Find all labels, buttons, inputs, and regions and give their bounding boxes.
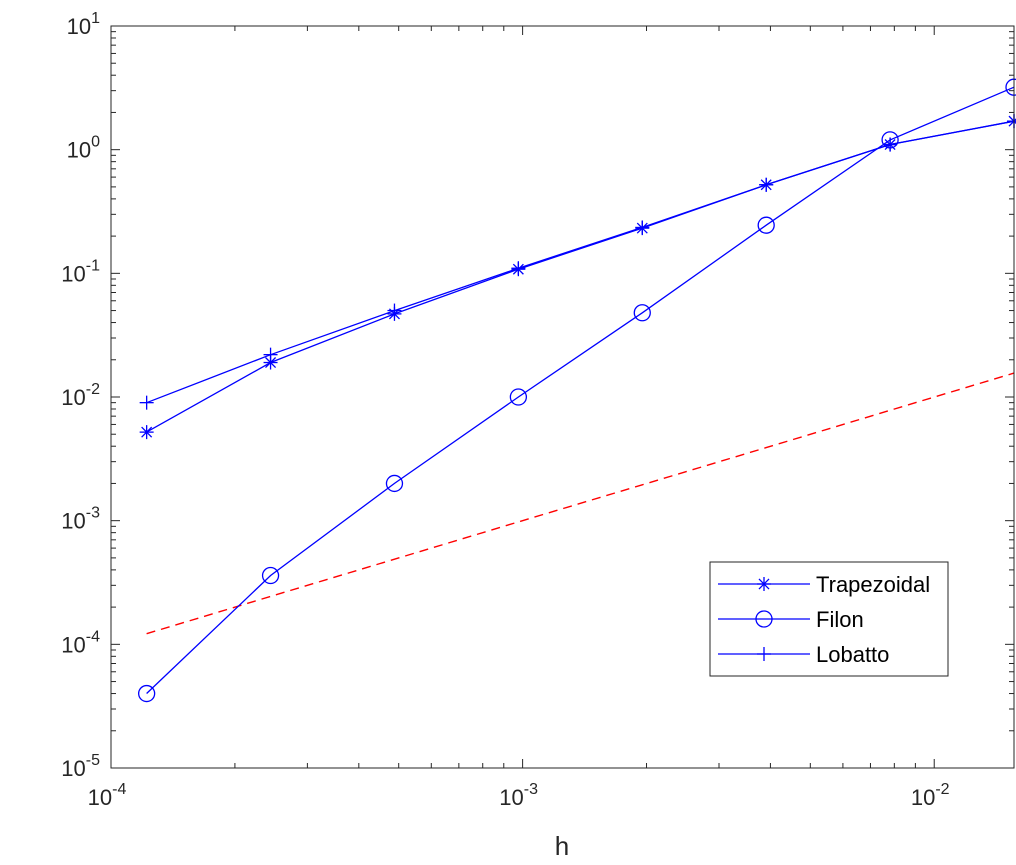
lobatto-point-0 bbox=[139, 395, 154, 410]
trapezoidal-point-4 bbox=[635, 221, 650, 236]
filon-point-4 bbox=[633, 304, 651, 322]
y-tick-label-exp: -4 bbox=[86, 628, 100, 645]
legend-label-trapezoidal: Trapezoidal bbox=[816, 572, 930, 597]
y-tick-label: 10-1 bbox=[61, 257, 100, 286]
legend-marker-trapezoidal bbox=[757, 577, 771, 591]
y-tick-label-exp: -3 bbox=[86, 505, 100, 522]
y-tick-label: 101 bbox=[67, 10, 100, 39]
x-tick-label-exp: -2 bbox=[935, 781, 949, 798]
legend-label-filon: Filon bbox=[816, 607, 864, 632]
filon-point-3 bbox=[509, 388, 528, 406]
legend-marker-lobatto bbox=[757, 647, 771, 661]
y-tick-label-exp: -5 bbox=[86, 752, 100, 769]
y-tick-label-exp: -1 bbox=[86, 257, 100, 274]
trapezoidal-point-2 bbox=[387, 306, 402, 321]
y-tick-label-base: 10 bbox=[67, 138, 91, 163]
x-tick-label: 10-3 bbox=[499, 781, 538, 810]
trapezoidal-point-1 bbox=[263, 355, 278, 370]
y-tick-label-base: 10 bbox=[61, 756, 85, 781]
y-tick-label: 10-4 bbox=[61, 628, 100, 657]
x-tick-label: 10-4 bbox=[88, 781, 127, 810]
filon-point-6 bbox=[881, 131, 899, 149]
filon-point-2 bbox=[385, 474, 404, 493]
trapezoidal-point-5 bbox=[759, 177, 774, 192]
y-tick-label-base: 10 bbox=[67, 14, 91, 39]
y-tick-label-exp: -2 bbox=[86, 381, 100, 398]
x-tick-label-base: 10 bbox=[911, 785, 935, 810]
y-tick-label-base: 10 bbox=[61, 261, 85, 286]
x-tick-label-exp: -3 bbox=[524, 781, 538, 798]
x-tick-label-base: 10 bbox=[499, 785, 523, 810]
trapezoidal-point-0 bbox=[139, 425, 154, 440]
y-tick-label: 10-5 bbox=[61, 752, 100, 781]
reference-slope-line bbox=[146, 372, 1015, 635]
x-tick-label-exp: -4 bbox=[112, 781, 126, 798]
series-layer bbox=[137, 78, 1016, 703]
y-tick-label-base: 10 bbox=[61, 385, 85, 410]
y-tick-label: 10-3 bbox=[61, 505, 100, 534]
x-axis-label: h bbox=[555, 831, 569, 861]
x-tick-label: 10-2 bbox=[911, 781, 950, 810]
y-tick-label: 10-2 bbox=[61, 381, 100, 410]
filon-point-0 bbox=[137, 684, 156, 703]
legend-marker-filon bbox=[755, 610, 773, 628]
trapezoidal-line bbox=[146, 120, 1015, 433]
filon-line bbox=[146, 86, 1015, 694]
legend: Trapezoidal Filon Lobatto bbox=[709, 561, 949, 677]
x-tick-label-base: 10 bbox=[88, 785, 112, 810]
filon-point-5 bbox=[757, 216, 775, 234]
y-tick-label-base: 10 bbox=[61, 632, 85, 657]
filon-point-1 bbox=[261, 566, 280, 585]
y-tick-label-exp: 0 bbox=[91, 134, 100, 151]
trapezoidal-point-3 bbox=[511, 262, 526, 277]
y-tick-label-base: 10 bbox=[61, 509, 85, 534]
legend-label-lobatto: Lobatto bbox=[816, 642, 889, 667]
y-tick-label: 100 bbox=[67, 134, 100, 163]
y-tick-label-exp: 1 bbox=[91, 10, 100, 27]
